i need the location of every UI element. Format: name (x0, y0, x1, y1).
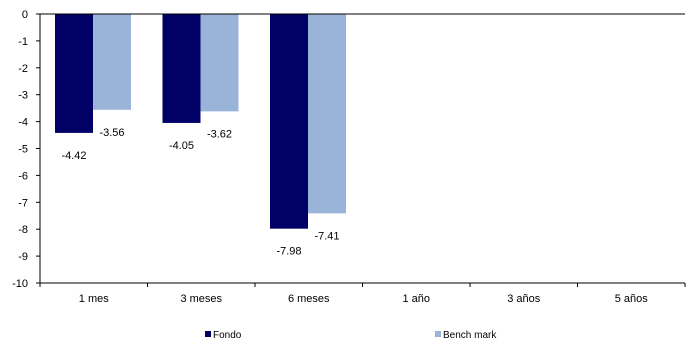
bar-fondo-0 (55, 14, 93, 133)
data-label-fondo: -4.05 (169, 140, 194, 152)
bar-fondo-1 (162, 14, 201, 123)
bar-fondo-2 (270, 14, 308, 229)
y-tick-label: -9 (18, 251, 28, 263)
legend-label: Bench mark (443, 330, 497, 341)
labels-layer: 1 mes 3 meses 6 meses 1 año 3 años 5 años -4.4… (61, 127, 648, 305)
y-tick-label: -7 (18, 197, 28, 209)
y-tick-label: -6 (18, 170, 28, 182)
x-tick-label: 3 años (507, 293, 541, 305)
bar-benchmark-0 (93, 14, 131, 110)
x-tick-label: 3 meses (180, 293, 222, 305)
y-tick-label: -10 (12, 278, 28, 290)
data-label-benchmark: -3.62 (207, 128, 232, 140)
axis-layer: 0 -1 -2 -3 -4 -5 -6 -7 -8 -9 -10 (12, 9, 686, 290)
data-label-benchmark: -7.41 (314, 230, 339, 242)
legend-swatch (435, 331, 441, 337)
legend-label: Fondo (213, 330, 242, 341)
y-tick-label: -3 (18, 90, 28, 102)
y-tick-label: 0 (22, 9, 28, 21)
legend-swatch (205, 331, 211, 337)
bar-benchmark-2 (308, 14, 346, 214)
bar-benchmark-1 (200, 14, 239, 112)
y-tick-label: -1 (18, 36, 28, 48)
data-label-benchmark: -3.56 (99, 127, 124, 139)
x-tick-label: 1 mes (79, 293, 109, 305)
y-tick-label: -2 (18, 63, 28, 75)
x-tick-label: 6 meses (288, 293, 330, 305)
y-tick-label: -4 (18, 117, 28, 129)
data-label-fondo: -7.98 (276, 246, 301, 258)
legend: Fondo Bench mark (205, 330, 497, 341)
y-tick-label: -8 (18, 224, 28, 236)
x-tick-label: 1 año (402, 293, 430, 305)
x-tick-label: 5 años (615, 293, 649, 305)
y-tick-label: -5 (18, 144, 28, 156)
bars-layer (55, 14, 346, 229)
data-label-fondo: -4.42 (61, 150, 86, 162)
